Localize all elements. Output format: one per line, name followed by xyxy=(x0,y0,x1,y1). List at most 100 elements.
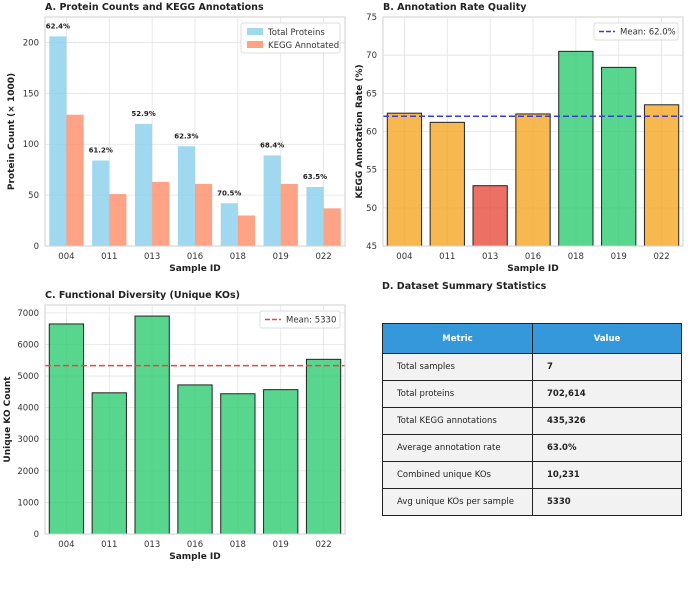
table-title: D. Dataset Summary Statistics xyxy=(382,281,547,292)
y-tick-label: 55 xyxy=(366,166,377,176)
x-tick-label: 022 xyxy=(315,540,331,550)
bar xyxy=(263,389,299,535)
x-tick-label: 019 xyxy=(273,540,289,550)
legend-swatch xyxy=(247,41,263,48)
summary-table: Metric Value Total samples 7 Total prote… xyxy=(382,323,682,516)
table-row: Total samples 7 xyxy=(382,353,682,381)
y-tick-label: 65 xyxy=(366,89,377,99)
table-cell-value: 10,231 xyxy=(532,461,682,489)
data-label: 62.4% xyxy=(46,22,70,30)
bar xyxy=(134,315,170,535)
x-tick-label: 016 xyxy=(187,540,203,550)
table-header-metric: Metric xyxy=(382,323,533,354)
legend-swatch xyxy=(247,28,263,35)
y-tick-label: 70 xyxy=(366,51,377,61)
y-axis-label: Protein Count (× 1000) xyxy=(7,73,17,190)
x-tick-label: 013 xyxy=(482,252,498,262)
table-cell-value: 63.0% xyxy=(532,434,682,462)
bar-total-proteins xyxy=(306,186,324,246)
table-cell-metric: Combined unique KOs xyxy=(382,461,533,489)
bar-kegg-annotated xyxy=(195,183,213,246)
bar xyxy=(601,66,637,247)
legend-entry: KEGG Annotated xyxy=(268,41,339,51)
bar-kegg-annotated xyxy=(66,114,84,246)
bar xyxy=(429,121,465,247)
y-tick-label: 0 xyxy=(34,530,39,540)
x-tick-label: 011 xyxy=(101,540,117,550)
bar-total-proteins xyxy=(220,203,238,246)
table-row: Average annotation rate 63.0% xyxy=(382,434,682,462)
y-tick-label: 7000 xyxy=(17,309,39,319)
x-axis-label: Sample ID xyxy=(169,552,221,562)
bar xyxy=(177,384,213,535)
y-tick-label: 50 xyxy=(366,204,377,214)
bar-total-proteins xyxy=(177,146,195,246)
y-tick-label: 100 xyxy=(23,140,39,150)
bar xyxy=(472,185,508,247)
table-cell-value: 702,614 xyxy=(532,380,682,408)
x-tick-label: 004 xyxy=(58,540,74,550)
y-tick-label: 0 xyxy=(34,242,39,252)
y-axis-label: KEGG Annotation Rate (%) xyxy=(355,64,365,198)
bar-kegg-annotated xyxy=(152,181,170,246)
table-cell-value: 5330 xyxy=(532,488,682,516)
data-label: 61.2% xyxy=(89,147,113,155)
x-tick-label: 018 xyxy=(568,252,584,262)
bar-kegg-annotated xyxy=(280,183,298,246)
x-tick-label: 016 xyxy=(187,252,203,262)
data-label: 52.9% xyxy=(131,110,155,118)
table-cell-value: 7 xyxy=(532,353,682,381)
bar-kegg-annotated xyxy=(323,208,341,246)
table-header-row: Metric Value xyxy=(382,323,682,354)
bar-total-proteins xyxy=(92,160,110,246)
table-cell-metric: Average annotation rate xyxy=(382,434,533,462)
x-tick-label: 019 xyxy=(611,252,627,262)
table-row: Total KEGG annotations 435,326 xyxy=(382,407,682,435)
panel-title: B. Annotation Rate Quality xyxy=(383,2,527,13)
legend-entry: Total Proteins xyxy=(267,28,325,38)
y-tick-label: 6000 xyxy=(17,340,39,350)
table-cell-metric: Total samples xyxy=(382,353,533,381)
y-tick-label: 200 xyxy=(23,38,39,48)
y-tick-label: 45 xyxy=(366,242,377,252)
y-tick-label: 4000 xyxy=(17,404,39,414)
x-tick-label: 022 xyxy=(653,252,669,262)
bar-total-proteins xyxy=(263,155,281,246)
plot-frame xyxy=(382,16,684,247)
y-tick-label: 60 xyxy=(366,128,377,138)
legend-entry: Mean: 5330 xyxy=(286,316,336,326)
table-row: Avg unique KOs per sample 5330 xyxy=(382,488,682,516)
x-tick-label: 018 xyxy=(230,252,246,262)
bar-total-proteins xyxy=(135,123,153,246)
bar xyxy=(386,112,423,247)
data-label: 70.5% xyxy=(217,189,241,197)
bar xyxy=(48,323,85,535)
bar xyxy=(91,392,127,535)
table-row: Total proteins 702,614 xyxy=(382,380,682,408)
plot-frame xyxy=(44,304,346,535)
x-tick-label: 004 xyxy=(396,252,412,262)
data-label: 62.3% xyxy=(174,132,198,140)
table-cell-value: 435,326 xyxy=(532,407,682,435)
y-tick-label: 75 xyxy=(366,13,377,23)
plot-frame xyxy=(44,16,346,247)
y-tick-label: 3000 xyxy=(17,435,39,445)
x-tick-label: 016 xyxy=(525,252,541,262)
x-tick-label: 013 xyxy=(144,540,160,550)
panel-title: C. Functional Diversity (Unique KOs) xyxy=(45,290,240,301)
x-axis-label: Sample ID xyxy=(507,264,559,274)
x-tick-label: 022 xyxy=(315,252,331,262)
data-label: 68.4% xyxy=(260,141,284,149)
bar-total-proteins xyxy=(49,36,67,247)
legend-box xyxy=(259,310,341,329)
y-tick-label: 1000 xyxy=(17,498,39,508)
legend-box xyxy=(593,22,679,41)
x-tick-label: 013 xyxy=(144,252,160,262)
y-tick-label: 50 xyxy=(28,191,39,201)
y-axis-label: Unique KO Count xyxy=(3,376,13,463)
bar xyxy=(643,104,680,247)
bar-kegg-annotated xyxy=(109,194,127,246)
table-cell-metric: Avg unique KOs per sample xyxy=(382,488,533,516)
